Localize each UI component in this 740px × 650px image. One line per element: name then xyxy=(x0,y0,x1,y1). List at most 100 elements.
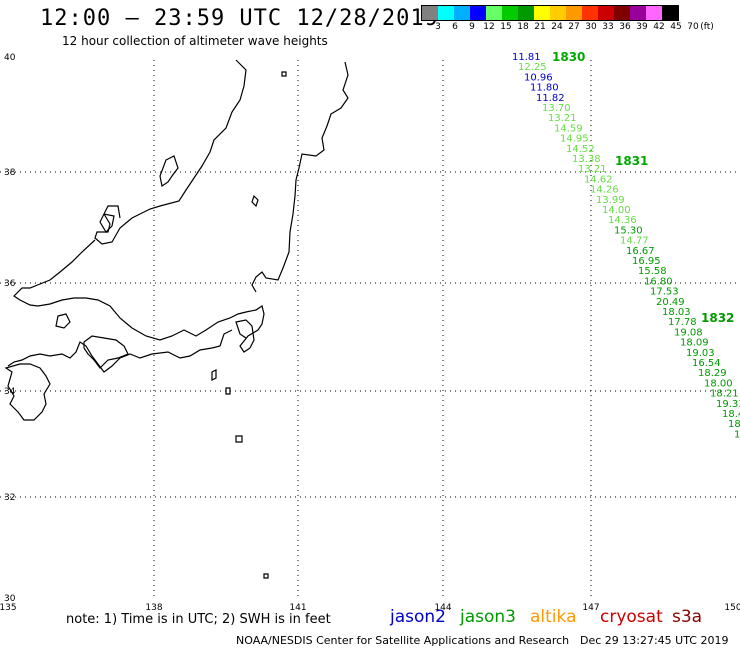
color-legend: 3 6 9 12 15 18 21 24 27 30 33 36 39 42 45 70 (ft) xyxy=(421,5,714,33)
map-title: 12:00 – 23:59 UTC 12/28/2019 xyxy=(40,6,439,31)
coastline-kyushu xyxy=(4,363,51,421)
lat-label-30: 30 xyxy=(4,594,16,604)
legend-ticks: 3 6 9 12 15 18 21 24 27 30 33 36 39 42 45 70 (ft) xyxy=(421,21,714,33)
wave-height-reading: 18.29 xyxy=(698,368,727,379)
wave-height-reading: 19.33 xyxy=(716,399,740,410)
coastline-awaji xyxy=(55,313,71,329)
wave-height-reading: 14.95 xyxy=(560,134,589,145)
lon-label-141: 141 xyxy=(289,603,306,613)
legend-tick-42: 42 xyxy=(653,22,665,32)
wave-height-reading: 14.26 xyxy=(590,185,619,196)
legend-tick-18: 18 xyxy=(517,22,529,32)
satellite-jason3: jason3 xyxy=(460,607,516,627)
wave-height-reading: 18.21 xyxy=(710,389,739,400)
altimeter-track: 11.8112.2510.9611.8011.8213.7013.2114.59… xyxy=(512,50,740,440)
japan-coastline xyxy=(4,59,349,579)
legend-tick-33: 33 xyxy=(602,22,614,32)
wave-height-reading: 20.49 xyxy=(656,297,685,308)
lat-label-32: 32 xyxy=(4,493,15,503)
wave-height-reading: 14.62 xyxy=(584,174,613,185)
lon-label-135: 135 xyxy=(0,603,17,613)
legend-swatch-9 xyxy=(454,6,470,20)
coastline-izu xyxy=(235,319,255,349)
wave-height-reading: 15.58 xyxy=(638,266,667,277)
legend-tick-70: 70 xyxy=(687,22,699,32)
wave-height-reading: 18.09 xyxy=(680,338,709,349)
wave-height-reading: 16.54 xyxy=(692,358,721,369)
legend-tick-45: 45 xyxy=(670,22,682,32)
legend-swatch-6 xyxy=(438,6,454,20)
wave-height-reading: 13.38 xyxy=(572,154,601,165)
wave-height-reading: 10.96 xyxy=(524,72,553,83)
legend-swatch-42 xyxy=(630,6,646,20)
wave-height-reading: 14.00 xyxy=(602,205,631,216)
wave-height-reading: 17.78 xyxy=(668,317,697,328)
legend-swatch-18 xyxy=(502,6,518,20)
wave-height-reading: 18.03 xyxy=(662,307,691,318)
legend-swatch-36 xyxy=(598,6,614,20)
wave-height-reading: 14.59 xyxy=(554,123,583,134)
wave-height-reading: 18.00 xyxy=(704,378,733,389)
satellite-s3a: s3a xyxy=(672,607,703,627)
legend-tick-15: 15 xyxy=(500,22,512,32)
wave-height-reading: 14.36 xyxy=(608,215,637,226)
lon-label-150: 150 xyxy=(724,603,740,613)
lat-label-38: 38 xyxy=(4,168,16,178)
legend-swatch-30 xyxy=(566,6,582,20)
wave-height-reading: 16.67 xyxy=(626,246,655,257)
legend-swatch-39 xyxy=(614,6,630,20)
legend-tick-27: 27 xyxy=(568,22,580,32)
legend-tick-30: 30 xyxy=(585,22,597,32)
wave-height-reading: 11.82 xyxy=(536,93,565,104)
wave-height-reading: 15.30 xyxy=(614,225,643,236)
legend-swatch-15 xyxy=(486,6,502,20)
coastline-oki xyxy=(251,194,259,208)
legend-swatch-45 xyxy=(646,6,662,20)
wave-height-reading: 14.52 xyxy=(566,144,595,155)
lon-label-138: 138 xyxy=(145,603,162,613)
legend-tick-3: 3 xyxy=(435,22,441,32)
footer-note: note: 1) Time is in UTC; 2) SWH is in fe… xyxy=(66,612,331,627)
coastline-sado xyxy=(159,155,179,187)
satellite-jason2: jason2 xyxy=(390,607,446,627)
lat-label-34: 34 xyxy=(4,387,16,397)
legend-tick-12: 12 xyxy=(483,22,495,32)
coastline-honshu-west-2 xyxy=(13,239,265,353)
wave-height-reading: 13.70 xyxy=(542,103,571,114)
wave-height-reading: 17.53 xyxy=(650,287,679,298)
coastline-izu-islands xyxy=(211,71,287,579)
legend-tick-36: 36 xyxy=(619,22,631,32)
pass-time-label: 1830 xyxy=(552,50,585,64)
lon-label-147: 147 xyxy=(582,603,599,613)
wave-height-reading: 14.77 xyxy=(620,236,649,247)
lon-label-144: 144 xyxy=(434,603,451,613)
legend-swatch-24 xyxy=(534,6,550,20)
legend-tick-39: 39 xyxy=(636,22,648,32)
pass-time-label: 1832 xyxy=(701,311,734,325)
legend-swatch-33 xyxy=(582,6,598,20)
coastline-honshu-north xyxy=(251,61,349,293)
wave-height-reading: 16.95 xyxy=(632,256,661,267)
legend-swatch-70 xyxy=(662,6,678,20)
wave-height-reading: 13.21 xyxy=(548,113,577,124)
coastline-south-honshu xyxy=(7,329,233,373)
legend-swatch-27 xyxy=(550,6,566,20)
legend-tick-21: 21 xyxy=(534,22,546,32)
legend-tick-6: 6 xyxy=(452,22,458,32)
legend-tick-9: 9 xyxy=(469,22,475,32)
coastline-shikoku xyxy=(83,335,129,369)
wave-height-reading: 13.99 xyxy=(596,195,625,206)
legend-tick-24: 24 xyxy=(551,22,563,32)
legend-swatch-12 xyxy=(470,6,486,20)
legend-unit: (ft) xyxy=(700,22,714,32)
wave-height-reading: 11.80 xyxy=(530,83,559,94)
wave-height-reading: 18.2 xyxy=(728,419,740,430)
coastline-honshu-west xyxy=(94,59,247,245)
wave-height-reading: 18 xyxy=(734,429,740,440)
wave-height-reading: 16.80 xyxy=(644,276,673,287)
generated-timestamp: Dec 29 13:27:45 UTC 2019 xyxy=(580,634,729,647)
wave-height-reading: 11.81 xyxy=(512,52,541,63)
credit-line: NOAA/NESDIS Center for Satellite Applica… xyxy=(236,634,570,647)
